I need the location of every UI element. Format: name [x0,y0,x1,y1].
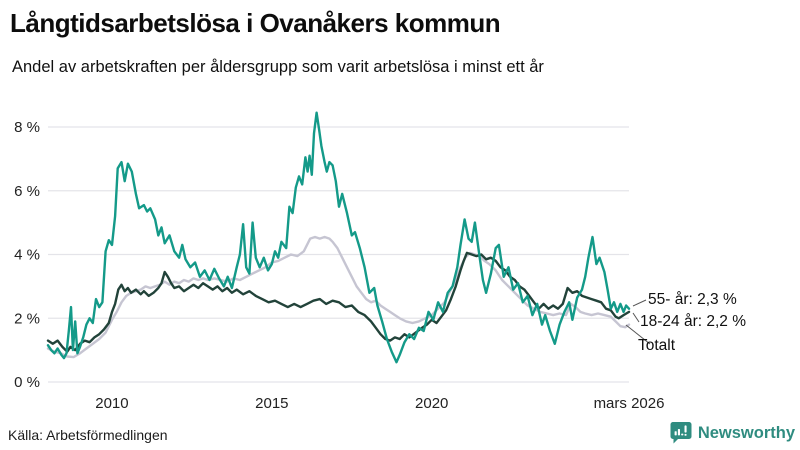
annotation-leader-line [625,324,651,345]
series-line-55-r [46,111,631,364]
series-label-18-24: 18-24 år: 2,2 % [640,313,746,330]
y-axis-tick-label: 4 % [14,247,40,264]
x-axis-tick-label: 2010 [95,395,128,412]
y-axis-tick-label: 2 % [14,310,40,327]
source-note: Källa: Arbetsförmedlingen [8,427,168,443]
series-label-55: 55- år: 2,3 % [648,291,737,308]
x-axis-tick-label: 2015 [255,395,288,412]
y-axis-tick-label: 0 % [14,374,40,391]
series-line-18-24-r [46,251,631,353]
annotation-leader-line [632,312,640,323]
y-axis-tick-label: 8 % [14,119,40,136]
chart-subtitle: Andel av arbetskraften per åldersgrupp s… [12,58,544,76]
series-label-totalt: Totalt [638,337,676,354]
newsworthy-logo: Newsworthy [670,421,795,445]
newsworthy-icon [670,422,692,444]
brand-name: Newsworthy [697,423,795,442]
annotation-leader-line [632,299,647,307]
y-axis-tick-label: 6 % [14,183,40,200]
x-axis-tick-label: mars 2026 [594,395,665,412]
page-title: Långtidsarbetslösa i Ovanåkers kommun [10,8,501,38]
x-axis-tick-label: 2020 [415,395,448,412]
